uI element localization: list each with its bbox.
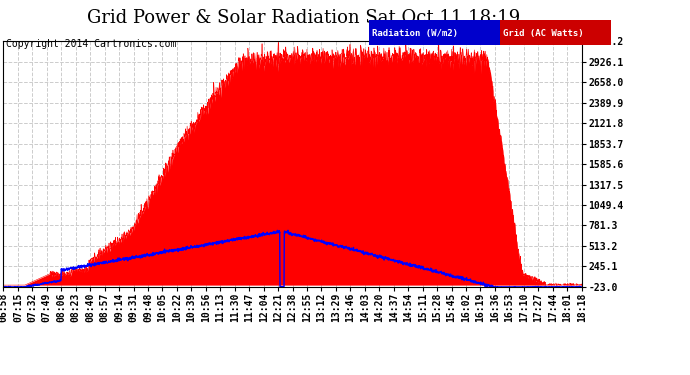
Text: Grid Power & Solar Radiation Sat Oct 11 18:19: Grid Power & Solar Radiation Sat Oct 11 … — [87, 9, 520, 27]
Text: Radiation (W/m2): Radiation (W/m2) — [372, 29, 458, 38]
Text: Grid (AC Watts): Grid (AC Watts) — [503, 29, 584, 38]
Text: Copyright 2014 Cartronics.com: Copyright 2014 Cartronics.com — [6, 39, 176, 50]
